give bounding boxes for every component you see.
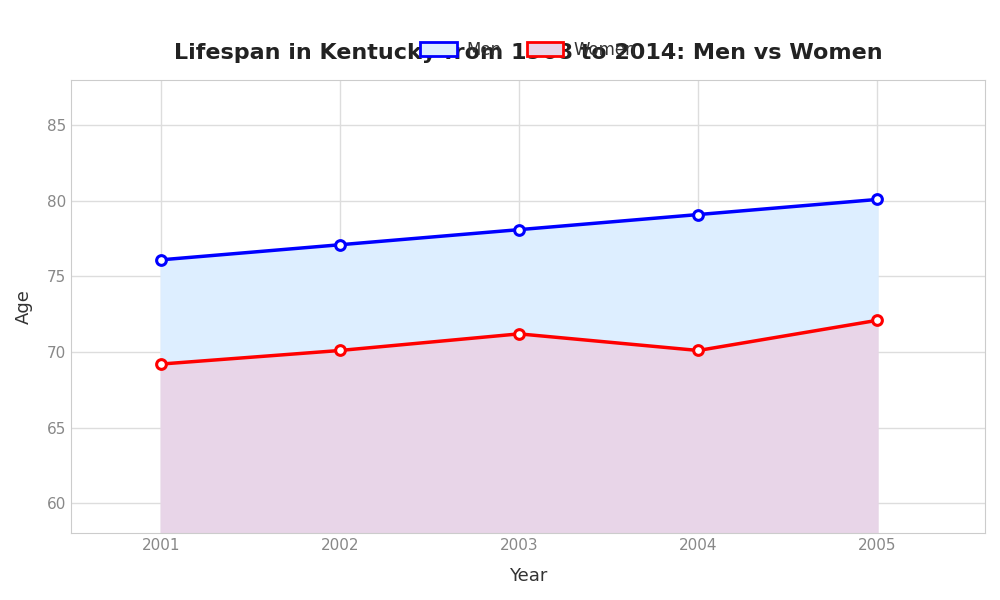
Legend: Men, Women: Men, Women — [413, 34, 643, 65]
Title: Lifespan in Kentucky from 1968 to 2014: Men vs Women: Lifespan in Kentucky from 1968 to 2014: … — [174, 43, 882, 63]
X-axis label: Year: Year — [509, 567, 547, 585]
Y-axis label: Age: Age — [15, 289, 33, 324]
